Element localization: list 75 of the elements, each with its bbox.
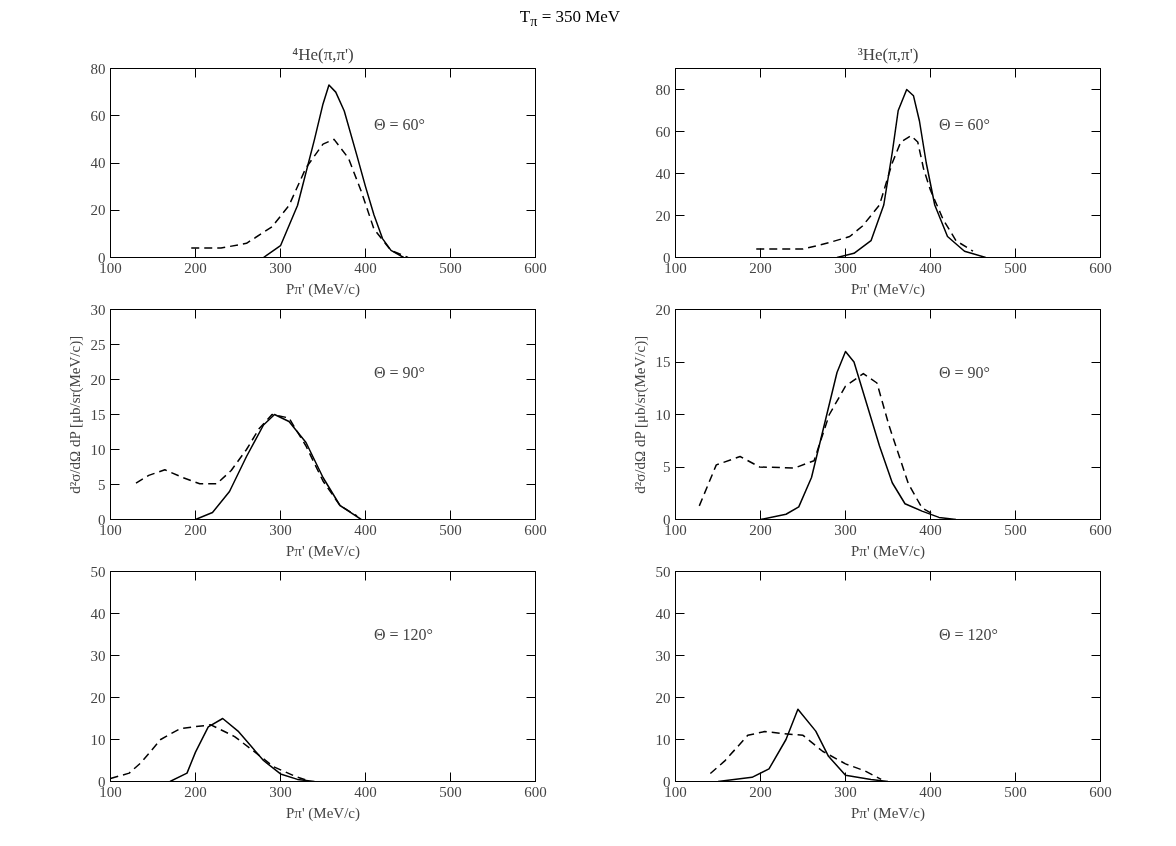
y-tick-label: 15 — [90, 406, 106, 423]
y-tick-label: 10 — [655, 406, 671, 423]
x-axis-title: Pπ' (MeV/c) — [850, 280, 926, 298]
y-tick-label: 40 — [90, 154, 106, 171]
y-tick-label: 20 — [655, 689, 671, 706]
y-tick-label: 15 — [655, 353, 671, 370]
annotation: Θ = 90° — [374, 363, 425, 381]
y-tick-label: 20 — [655, 207, 671, 224]
annotation: Θ = 120° — [374, 625, 433, 643]
x-tick-label: 200 — [749, 259, 772, 276]
y-tick-label: 80 — [655, 81, 671, 98]
x-axis-title: Pπ' (MeV/c) — [850, 804, 926, 822]
annotation: Θ = 120° — [939, 625, 998, 643]
x-tick-label: 600 — [524, 259, 547, 276]
y-tick-label: 30 — [90, 647, 106, 664]
y-tick-label: 5 — [98, 476, 106, 493]
y-tick-label: 30 — [90, 301, 106, 318]
y-tick-label: 10 — [655, 731, 671, 748]
y-tick-label: 80 — [90, 60, 106, 77]
x-axis-title: Pπ' (MeV/c) — [285, 804, 361, 822]
y-tick-label: 20 — [90, 689, 106, 706]
x-tick-label: 300 — [834, 521, 857, 538]
y-tick-label: 20 — [90, 371, 106, 388]
y-tick-label: 60 — [90, 107, 106, 124]
y-tick-label: 20 — [655, 301, 671, 318]
text: T$_{π}$ = 350 MeV — [519, 6, 621, 32]
x-tick-label: 400 — [919, 783, 942, 800]
x-tick-label: 500 — [439, 521, 462, 538]
x-tick-label: 600 — [1089, 259, 1112, 276]
x-tick-label: 300 — [834, 783, 857, 800]
y-axis-title: d²σ/dΩ dP [μb/sr(MeV/c)] — [66, 335, 84, 494]
y-tick-label: 30 — [655, 647, 671, 664]
y-tick-label: 25 — [90, 336, 106, 353]
x-tick-label: 600 — [1089, 783, 1112, 800]
x-tick-label: 400 — [354, 521, 377, 538]
x-axis-title: Pπ' (MeV/c) — [850, 542, 926, 560]
x-tick-label: 300 — [834, 259, 857, 276]
x-tick-label: 400 — [919, 521, 942, 538]
x-tick-label: 200 — [184, 521, 207, 538]
annotation: Θ = 60° — [939, 115, 990, 133]
y-tick-label: 40 — [655, 165, 671, 182]
y-tick-label: 40 — [655, 605, 671, 622]
x-tick-label: 300 — [269, 783, 292, 800]
x-tick-label: 400 — [354, 783, 377, 800]
x-tick-label: 500 — [1004, 259, 1027, 276]
x-tick-label: 500 — [1004, 783, 1027, 800]
x-tick-label: 300 — [269, 521, 292, 538]
x-tick-label: 200 — [749, 521, 772, 538]
chart-title: ³He(π,π') — [857, 44, 919, 64]
x-tick-label: 600 — [524, 521, 547, 538]
x-tick-label: 200 — [749, 783, 772, 800]
y-tick-label: 5 — [663, 458, 671, 475]
y-tick-label: 50 — [655, 563, 671, 580]
y-tick-label: 20 — [90, 201, 106, 218]
x-axis-title: Pπ' (MeV/c) — [285, 542, 361, 560]
chart-title: ⁴He(π,π') — [292, 44, 354, 64]
x-axis-title: Pπ' (MeV/c) — [285, 280, 361, 298]
y-tick-label: 10 — [90, 731, 106, 748]
x-tick-label: 400 — [354, 259, 377, 276]
x-tick-label: 200 — [184, 259, 207, 276]
annotation: Θ = 90° — [939, 363, 990, 381]
x-tick-label: 600 — [1089, 521, 1112, 538]
x-tick-label: 300 — [269, 259, 292, 276]
x-tick-label: 500 — [439, 783, 462, 800]
y-axis-title: d²σ/dΩ dP [μb/sr(MeV/c)] — [631, 335, 649, 494]
x-tick-label: 600 — [524, 783, 547, 800]
y-tick-label: 40 — [90, 605, 106, 622]
x-tick-label: 500 — [439, 259, 462, 276]
y-tick-label: 60 — [655, 123, 671, 140]
x-tick-label: 500 — [1004, 521, 1027, 538]
y-tick-label: 50 — [90, 563, 106, 580]
annotation: Θ = 60° — [374, 115, 425, 133]
x-tick-label: 400 — [919, 259, 942, 276]
y-tick-label: 10 — [90, 441, 106, 458]
x-tick-label: 200 — [184, 783, 207, 800]
